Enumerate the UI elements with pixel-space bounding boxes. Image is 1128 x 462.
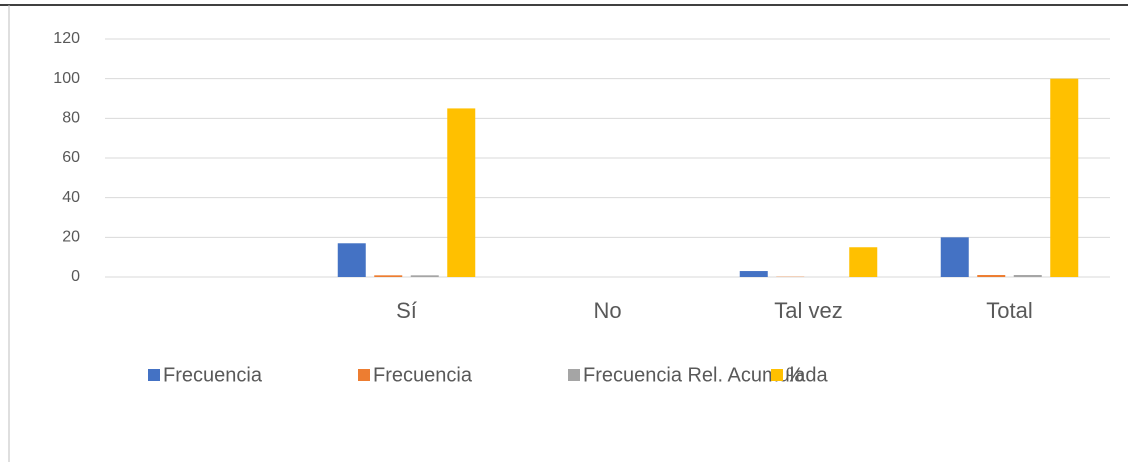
bar [374, 275, 403, 277]
legend-swatch [358, 369, 370, 381]
legend-label: Frecuencia Rel. Acumulada [583, 364, 828, 386]
x-tick-label: Total [986, 298, 1032, 323]
bar [447, 108, 476, 278]
legend-swatch [568, 369, 580, 381]
bar [977, 275, 1006, 277]
y-tick-label: 60 [62, 149, 80, 166]
legend-swatch [771, 369, 783, 381]
y-tick-label: 0 [71, 268, 80, 285]
y-tick-label: 120 [53, 30, 80, 47]
legend-label: Frecuencia [373, 364, 473, 386]
bar [940, 237, 969, 277]
bar [410, 275, 439, 277]
x-tick-label: Tal vez [774, 298, 842, 323]
bar [1013, 275, 1042, 277]
legend-swatch [148, 369, 160, 381]
x-tick-label: Sí [396, 298, 417, 323]
x-tick-label: No [593, 298, 621, 323]
y-tick-label: 40 [62, 189, 80, 206]
bar [1050, 78, 1079, 278]
y-tick-label: 100 [53, 70, 80, 87]
y-tick-label: 80 [62, 110, 80, 127]
bar [337, 243, 366, 277]
legend-label: % [786, 364, 804, 386]
bar [849, 247, 878, 277]
bar [739, 271, 768, 277]
legend-label: Frecuencia [163, 364, 263, 386]
y-tick-label: 20 [62, 229, 80, 246]
